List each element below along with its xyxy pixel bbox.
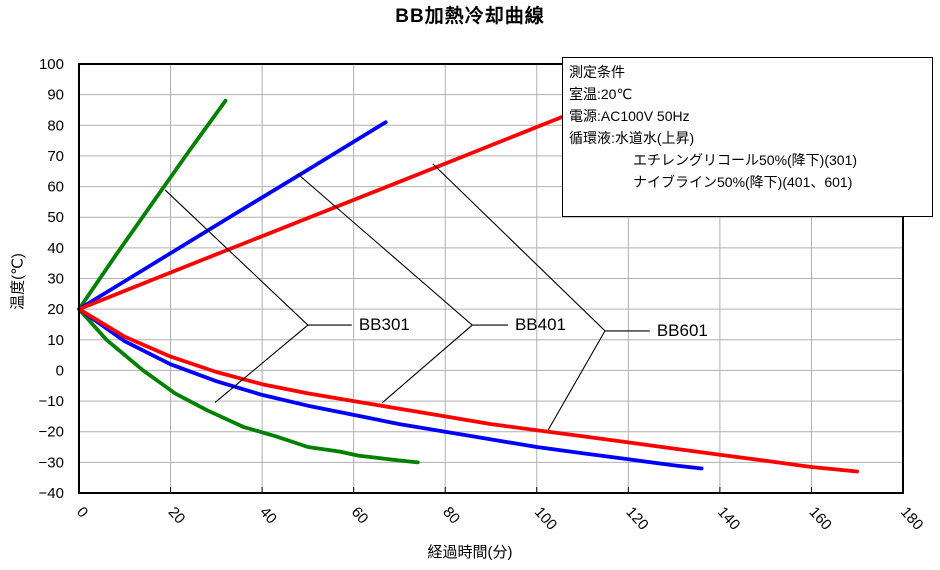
svg-text:−30: −30 xyxy=(39,454,64,471)
curve-BB301-cooling xyxy=(77,307,420,465)
conditions-power: 電源:AC100V 50Hz xyxy=(569,108,690,124)
svg-text:−40: −40 xyxy=(39,485,64,502)
y-tick-labels: −40 −30 −20 −10 0 10 20 30 40 50 60 70 80 90 100 xyxy=(39,56,64,502)
curve-BB601-heating xyxy=(77,114,567,312)
conditions-fluid-glycol: エチレングリコール50%(降下)(301) xyxy=(633,152,858,168)
svg-text:10: 10 xyxy=(47,332,64,349)
svg-text:20: 20 xyxy=(47,301,64,318)
svg-text:80: 80 xyxy=(47,117,64,134)
svg-text:180: 180 xyxy=(897,504,926,534)
curve-BB401-cooling xyxy=(77,307,860,474)
measurement-conditions-box: 測定条件 室温:20℃ 電源:AC100V 50Hz 循環液:水道水(上昇) エ… xyxy=(562,57,933,217)
svg-text:120: 120 xyxy=(622,504,651,534)
svg-text:90: 90 xyxy=(47,87,64,104)
svg-text:100: 100 xyxy=(39,56,64,73)
conditions-room-temp: 室温:20℃ xyxy=(569,86,633,102)
svg-text:80: 80 xyxy=(439,504,463,528)
x-tick-labels: 0 20 40 60 80 100 120 140 160 180 xyxy=(73,504,926,534)
svg-text:140: 140 xyxy=(714,504,743,534)
curve-BB301-heating xyxy=(77,98,228,312)
conditions-title: 測定条件 xyxy=(569,64,625,80)
svg-text:−20: −20 xyxy=(39,424,64,441)
svg-text:40: 40 xyxy=(47,240,64,257)
svg-text:−10: −10 xyxy=(39,393,64,410)
svg-text:70: 70 xyxy=(47,148,64,165)
svg-text:0: 0 xyxy=(56,362,64,379)
svg-text:60: 60 xyxy=(348,504,372,528)
svg-text:30: 30 xyxy=(47,271,64,288)
svg-text:60: 60 xyxy=(47,179,64,196)
conditions-fluid-brine: ナイブライン50%(降下)(401、601) xyxy=(633,174,853,190)
svg-text:160: 160 xyxy=(806,504,835,534)
svg-text:20: 20 xyxy=(165,504,189,528)
y-axis-title: 温度(℃) xyxy=(9,253,27,310)
svg-text:0: 0 xyxy=(73,504,91,522)
svg-text:40: 40 xyxy=(256,504,280,528)
plot-frame xyxy=(78,63,904,494)
svg-text:100: 100 xyxy=(531,504,560,534)
curve-label-bb301: BB301 xyxy=(358,315,410,335)
callout-lines xyxy=(164,163,650,431)
curve-label-bb601: BB601 xyxy=(656,320,708,340)
x-axis-title: 経過時間(分) xyxy=(427,544,513,561)
curve-BB601-cooling xyxy=(77,307,704,471)
curve-BB401-heating xyxy=(77,120,388,312)
curve-label-bb401: BB401 xyxy=(514,315,566,335)
chart-title: BB加熱冷却曲線 xyxy=(395,6,545,27)
svg-text:50: 50 xyxy=(47,209,64,226)
conditions-fluid-rise: 循環液:水道水(上昇) xyxy=(569,130,695,146)
